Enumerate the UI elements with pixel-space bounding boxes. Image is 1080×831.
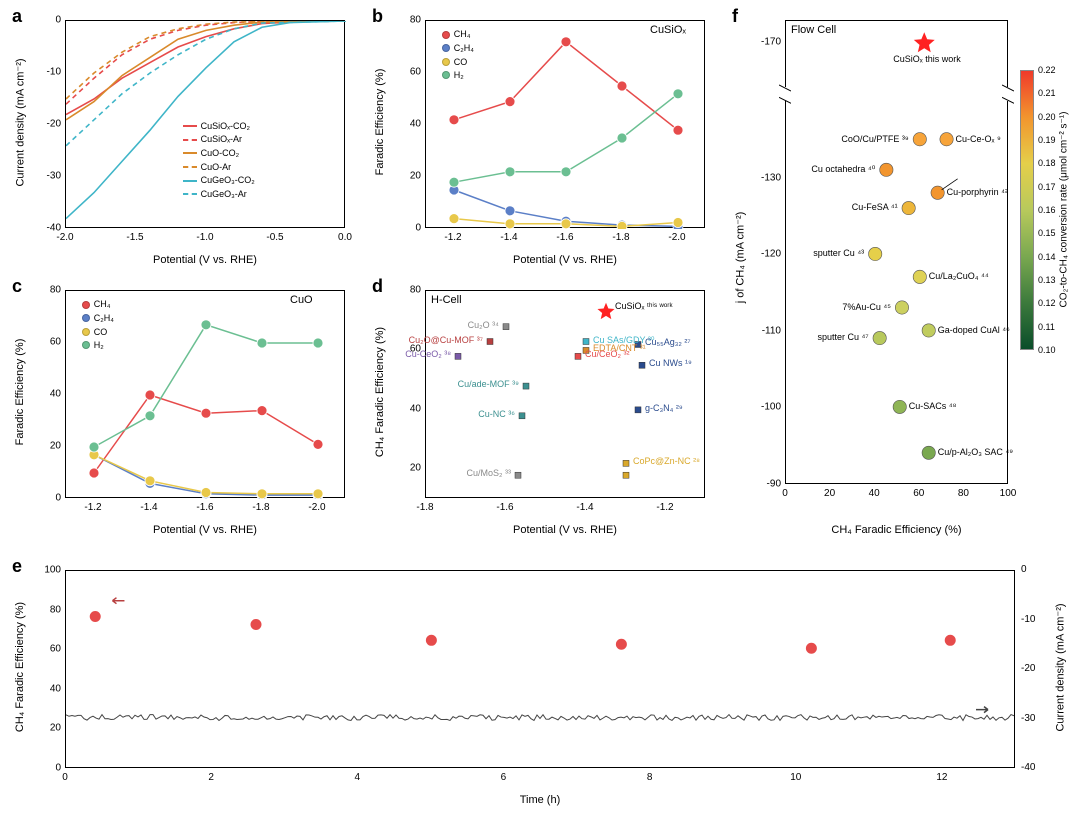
panel-e: eTime (h)CH₄ Faradic Efficiency (%)Curre… — [10, 560, 1070, 810]
panel-a: aPotential (V vs. RHE)Current density (m… — [10, 10, 360, 270]
colorbar: 0.100.110.120.130.140.150.160.170.180.19… — [1020, 70, 1075, 350]
panel-d: dPotential (V vs. RHE)CH₄ Faradic Effici… — [370, 280, 720, 540]
panel-b: bPotential (V vs. RHE)Faradic Efficiency… — [370, 10, 720, 270]
panel-c: cPotential (V vs. RHE)Faradic Efficiency… — [10, 280, 360, 540]
panel-f: fCH₄ Faradic Efficiency (%)j of CH₄ (mA … — [730, 10, 1020, 540]
legend: CuSiOₓ-CO₂CuSiOₓ-ArCuO-CO₂CuO-ArCuGeO₃-C… — [183, 120, 255, 202]
